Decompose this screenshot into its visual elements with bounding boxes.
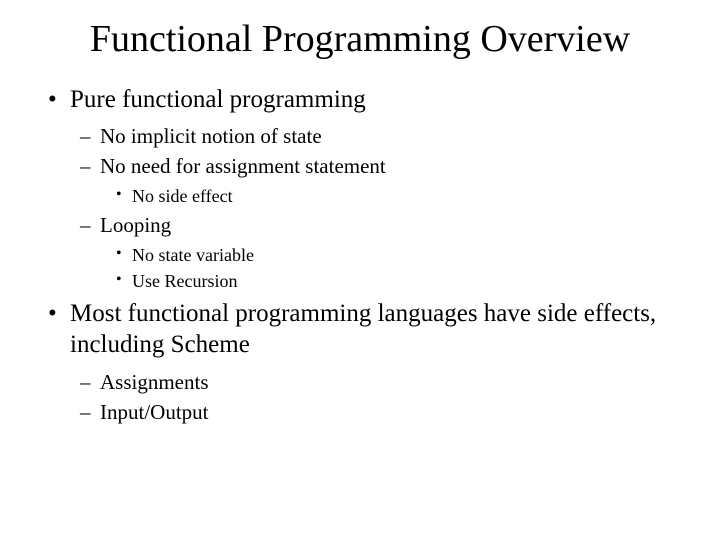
list-item: No state variable	[114, 244, 676, 267]
bullet-text: No implicit notion of state	[100, 124, 322, 148]
bullet-text: Input/Output	[100, 400, 209, 424]
list-item: Most functional programming languages ha…	[44, 298, 676, 425]
bullet-text: Looping	[100, 213, 171, 237]
bullet-text: No need for assignment statement	[100, 154, 386, 178]
list-item: Pure functional programming No implicit …	[44, 84, 676, 293]
list-item: Looping No state variable Use Recursion	[78, 212, 676, 292]
bullet-text: Most functional programming languages ha…	[70, 300, 656, 358]
list-item: No implicit notion of state	[78, 123, 676, 149]
bullet-list-level3: No side effect	[100, 185, 676, 208]
list-item: Assignments	[78, 369, 676, 395]
bullet-text: Assignments	[100, 370, 209, 394]
bullet-text: Pure functional programming	[70, 86, 366, 113]
bullet-text: Use Recursion	[132, 271, 237, 291]
bullet-text: No side effect	[132, 186, 233, 206]
list-item: Input/Output	[78, 399, 676, 425]
list-item: Use Recursion	[114, 270, 676, 293]
list-item: No need for assignment statement No side…	[78, 153, 676, 208]
bullet-list-level3: No state variable Use Recursion	[100, 244, 676, 292]
bullet-list-level1: Pure functional programming No implicit …	[44, 84, 676, 426]
bullet-list-level2: Assignments Input/Output	[70, 369, 676, 426]
bullet-text: No state variable	[132, 245, 254, 265]
list-item: No side effect	[114, 185, 676, 208]
bullet-list-level2: No implicit notion of state No need for …	[70, 123, 676, 292]
slide-title: Functional Programming Overview	[44, 18, 676, 62]
